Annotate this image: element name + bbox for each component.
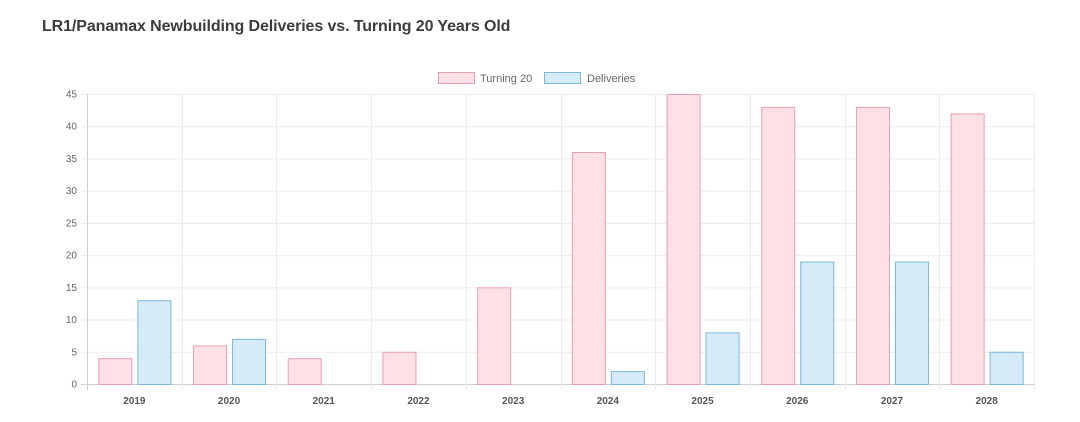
x-tick-label: 2019 [123,396,146,407]
y-tick-label: 45 [66,90,78,101]
legend-item-deliveries[interactable]: Deliveries [544,72,636,86]
bar-deliveries-2024[interactable] [610,371,645,386]
bar-deliveries-2026[interactable] [800,261,835,385]
bar-deliveries-2025[interactable] [705,332,740,386]
x-tick-label: 2024 [597,396,620,407]
bar-turning-20-2021[interactable] [287,358,322,386]
y-tick-label: 30 [66,186,78,197]
y-tick-label: 0 [71,380,77,391]
bar-turning-20-2019[interactable] [98,358,133,386]
x-tick-label: 2021 [313,396,336,407]
bar-turning-20-2024[interactable] [571,152,606,385]
y-tick-label: 10 [66,315,78,326]
x-tick-label: 2020 [218,396,241,407]
legend-label: Deliveries [587,73,636,85]
bar-turning-20-2020[interactable] [193,345,228,386]
bar-turning-20-2026[interactable] [761,106,796,385]
x-tick-label: 2022 [407,396,430,407]
y-tick-label: 5 [71,347,77,358]
y-tick-label: 35 [66,154,78,165]
x-tick-label: 2026 [786,396,809,407]
bar-turning-20-2028[interactable] [950,113,985,385]
bars [98,94,1024,386]
legend-swatch [438,72,475,84]
legend-swatch [544,72,581,84]
bar-deliveries-2027[interactable] [894,261,929,385]
y-tick-label: 25 [66,218,78,229]
x-tick-label: 2027 [881,396,904,407]
bar-deliveries-2020[interactable] [232,338,267,385]
x-tick-label: 2028 [976,396,999,407]
x-tick-label: 2025 [691,396,714,407]
legend[interactable]: Turning 20 Deliveries [438,72,636,86]
bar-turning-20-2023[interactable] [477,287,512,386]
bar-turning-20-2027[interactable] [855,106,890,385]
y-axis: 0 5 10 15 20 25 30 35 40 45 [66,90,78,391]
x-axis: 2019 2020 2021 2022 2023 2024 2025 2026 2027 2028 [123,396,998,407]
bar-deliveries-2019[interactable] [137,300,172,386]
legend-item-turning-20[interactable]: Turning 20 [438,72,533,86]
x-tick-label: 2023 [502,396,525,407]
bar-turning-20-2025[interactable] [666,94,701,385]
y-tick-label: 15 [66,283,78,294]
bar-deliveries-2028[interactable] [989,351,1024,385]
y-tick-label: 20 [66,251,78,262]
y-tick-label: 40 [66,122,78,133]
legend-label: Turning 20 [480,73,532,85]
chart-title: LR1/Panamax Newbuilding Deliveries vs. T… [42,18,511,35]
bar-turning-20-2022[interactable] [382,351,417,385]
